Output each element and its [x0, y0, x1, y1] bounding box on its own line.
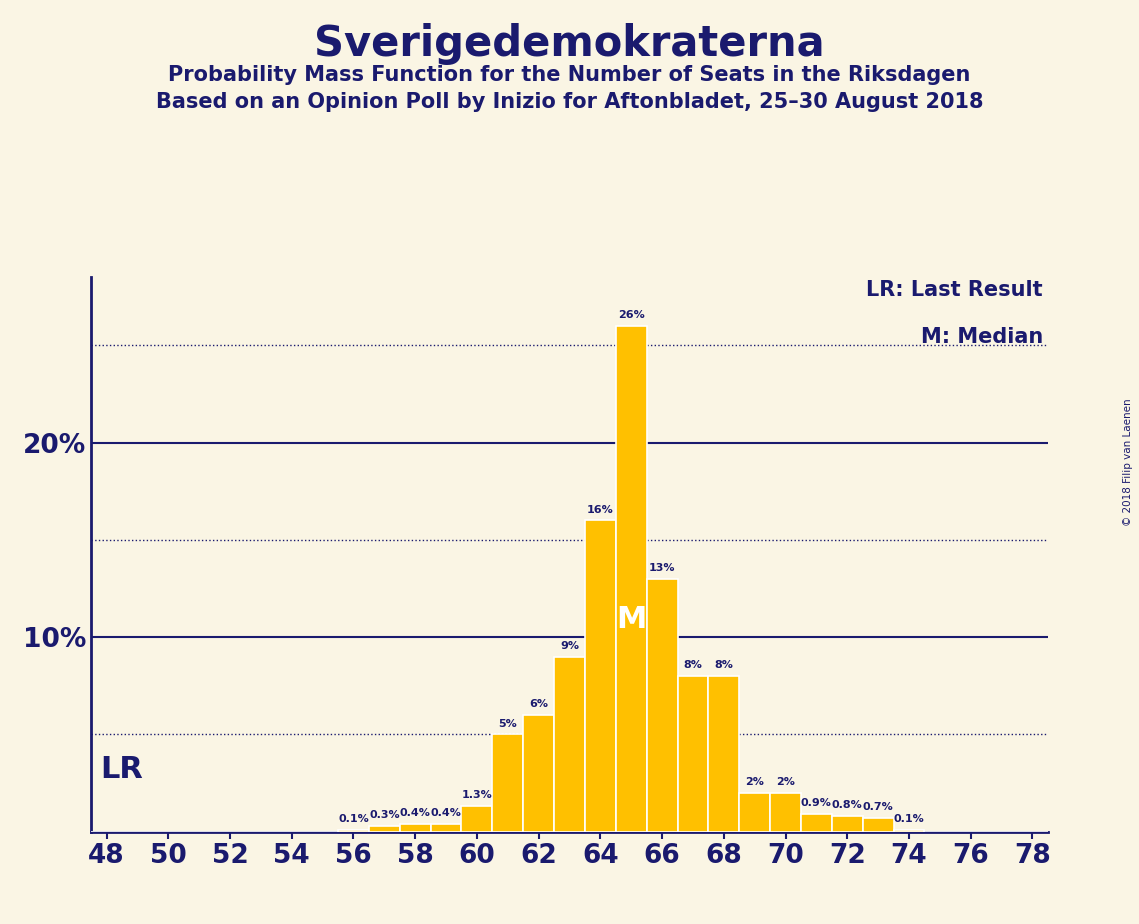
Text: 5%: 5%	[499, 719, 517, 728]
Text: Based on an Opinion Poll by Inizio for Aftonbladet, 25–30 August 2018: Based on an Opinion Poll by Inizio for A…	[156, 92, 983, 113]
Text: 0.3%: 0.3%	[369, 810, 400, 820]
Text: 6%: 6%	[530, 699, 548, 709]
Text: Sverigedemokraterna: Sverigedemokraterna	[314, 23, 825, 65]
Bar	[831, 816, 862, 832]
Text: 26%: 26%	[617, 310, 645, 320]
Text: M: M	[616, 604, 647, 634]
Text: 8%: 8%	[683, 660, 703, 670]
Text: M: Median: M: Median	[920, 327, 1043, 347]
Text: 0.1%: 0.1%	[338, 814, 369, 824]
Bar	[585, 520, 616, 832]
Bar	[554, 657, 585, 832]
Text: LR: LR	[100, 755, 144, 784]
Text: 0.4%: 0.4%	[431, 808, 461, 818]
Bar	[400, 824, 431, 832]
Text: 2%: 2%	[776, 777, 795, 787]
Bar	[431, 824, 461, 832]
Bar	[739, 793, 770, 832]
Text: LR: Last Result: LR: Last Result	[867, 280, 1043, 300]
Text: 9%: 9%	[560, 640, 579, 650]
Text: 13%: 13%	[649, 563, 675, 573]
Bar	[678, 676, 708, 832]
Text: Probability Mass Function for the Number of Seats in the Riksdagen: Probability Mass Function for the Number…	[169, 65, 970, 85]
Bar	[801, 814, 831, 832]
Text: 0.7%: 0.7%	[862, 802, 893, 812]
Text: 0.4%: 0.4%	[400, 808, 431, 818]
Text: 1.3%: 1.3%	[461, 790, 492, 800]
Text: 0.1%: 0.1%	[894, 814, 925, 824]
Text: 0.9%: 0.9%	[801, 798, 831, 808]
Bar	[770, 793, 801, 832]
Bar	[461, 807, 492, 832]
Bar	[647, 578, 678, 832]
Bar	[492, 735, 523, 832]
Bar	[708, 676, 739, 832]
Bar	[523, 715, 554, 832]
Bar	[894, 830, 925, 832]
Text: 16%: 16%	[587, 505, 614, 515]
Text: 2%: 2%	[745, 777, 764, 787]
Bar	[616, 326, 647, 832]
Text: © 2018 Filip van Laenen: © 2018 Filip van Laenen	[1123, 398, 1133, 526]
Bar	[862, 818, 894, 832]
Text: 8%: 8%	[714, 660, 734, 670]
Bar	[338, 830, 369, 832]
Text: 0.8%: 0.8%	[831, 800, 862, 810]
Bar	[369, 826, 400, 832]
